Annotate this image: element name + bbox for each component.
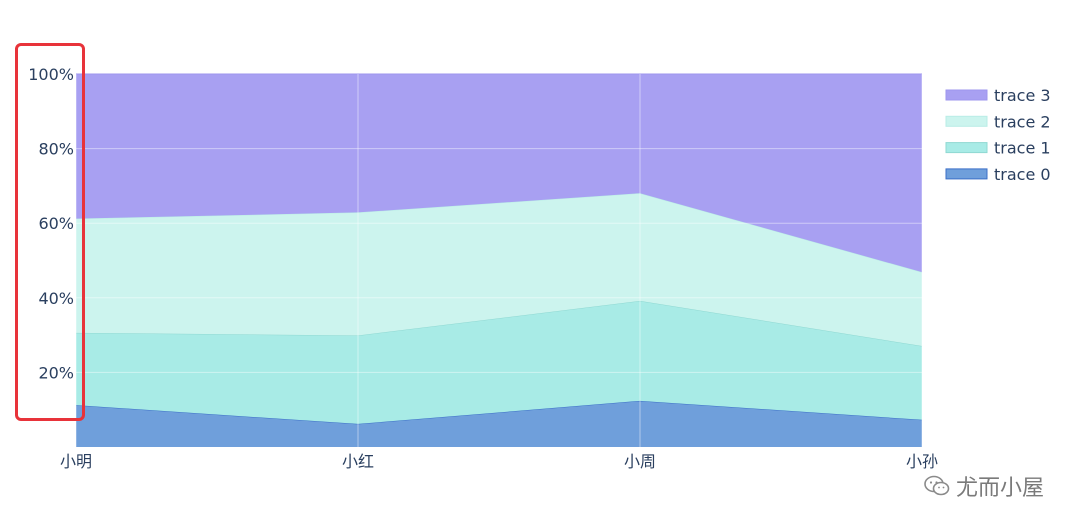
y-tick-label: 40% (38, 289, 74, 308)
x-tick-label: 小孙 (906, 452, 938, 471)
legend-swatch (945, 89, 988, 101)
x-axis: 小明 小红 小周 小孙 (60, 452, 938, 471)
legend-swatch (945, 142, 988, 154)
legend-item[interactable]: trace 2 (945, 112, 1051, 131)
watermark-text: 尤而小屋 (955, 476, 1044, 501)
legend-label: trace 1 (994, 139, 1051, 158)
y-tick-label: 100% (28, 65, 74, 84)
wechat-icon (924, 475, 950, 496)
legend-swatch (945, 115, 988, 127)
x-tick-label: 小明 (60, 452, 92, 471)
area-trace-3 (76, 74, 922, 273)
legend-item[interactable]: trace 1 (945, 139, 1051, 158)
legend-item[interactable]: trace 0 (945, 165, 1051, 184)
legend: trace 3 trace 2 trace 1 trace 0 (945, 86, 1051, 184)
gridlines (75, 74, 923, 447)
line-trace-0 (75, 400, 923, 425)
y-axis-highlight-box (15, 43, 85, 421)
area-trace-2 (76, 193, 922, 346)
legend-label: trace 2 (994, 112, 1051, 131)
legend-label: trace 0 (994, 165, 1051, 184)
y-tick-label: 20% (38, 363, 74, 382)
y-tick-label: 60% (38, 214, 74, 233)
area-trace-0 (76, 400, 922, 447)
x-tick-label: 小红 (342, 452, 374, 471)
watermark: 尤而小屋 (924, 470, 1044, 502)
legend-item[interactable]: trace 3 (945, 86, 1051, 105)
x-tick-label: 小周 (624, 452, 656, 471)
y-axis: 20% 40% 60% 80% 100% (28, 65, 74, 382)
y-tick-label: 80% (38, 140, 74, 159)
area-layers (75, 73, 923, 447)
area-trace-1 (76, 300, 922, 424)
legend-swatch (945, 168, 988, 180)
legend-label: trace 3 (994, 86, 1051, 105)
